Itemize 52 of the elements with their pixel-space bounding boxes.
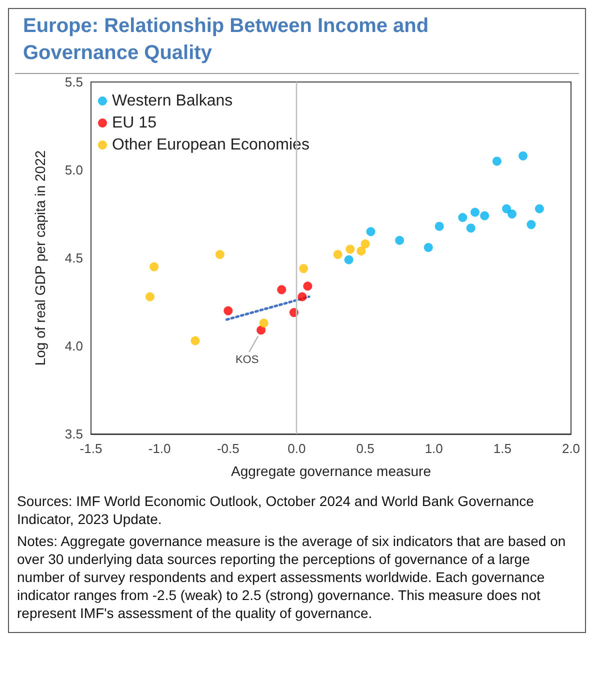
- y-tick-label: 5.5: [64, 74, 83, 90]
- x-tick-label: 0.0: [288, 441, 306, 456]
- x-tick-label: 1.5: [493, 441, 512, 456]
- point: [145, 292, 154, 302]
- legend-label: Other European Economies: [112, 136, 310, 154]
- point: [508, 210, 517, 218]
- legend-label: EU 15: [112, 114, 157, 132]
- x-tick-label: -1.5: [80, 441, 102, 456]
- x-tick-label: 0.5: [356, 441, 374, 456]
- point: [395, 236, 404, 245]
- point: [346, 244, 355, 254]
- x-axis-title: Aggregate governance measure: [230, 463, 432, 479]
- point: [259, 318, 268, 328]
- y-tick-label: 3.5: [64, 426, 83, 442]
- point: [424, 242, 433, 252]
- point: [215, 250, 224, 259]
- y-tick-label: 4.0: [64, 338, 83, 354]
- point: [526, 220, 536, 230]
- point: [466, 224, 476, 233]
- text: Notes: Aggregate governance measure is the average of six indicators that are based on over 30 underlying data sources reporting the perceptions of governance of a large number of survey respondents and expert assessments worldwide. Each governance indicator ranges from -2.5 (weak) to 2.5 (strong) governance. This measure does not represent IMF's assessment of the quality of governance.: [17, 532, 567, 622]
- point: [534, 204, 544, 214]
- point: [150, 262, 159, 272]
- point: [299, 264, 308, 274]
- point: [298, 292, 307, 302]
- x-tick-label: 1.0: [424, 441, 443, 456]
- point: [356, 246, 366, 256]
- y-axis-title: Log of real GDP per capita in 2022: [32, 150, 48, 366]
- point: [470, 208, 480, 217]
- point: [190, 336, 200, 346]
- legend-label: Western Balkans: [112, 92, 233, 110]
- annotation: KOS: [235, 354, 259, 366]
- point: [434, 222, 444, 231]
- y-tick-label: 5.0: [64, 162, 83, 178]
- chart-title: Europe: Relationship Between Income and Governance Quality: [23, 14, 430, 66]
- point: [224, 306, 233, 316]
- point: [256, 326, 266, 335]
- point: [502, 204, 512, 214]
- point: [366, 227, 376, 236]
- point: [344, 255, 354, 264]
- point: [518, 151, 528, 160]
- point: [458, 213, 468, 222]
- x-tick-label: 2.0: [562, 441, 580, 456]
- point: [360, 239, 370, 248]
- source-note: Sources: IMF World Economic Outlook, October 2024 and World Bank Governance Indicator, 2023 Update.: [17, 492, 535, 528]
- point: [303, 282, 312, 291]
- point: [277, 285, 286, 294]
- x-tick-label: -0.5: [216, 441, 240, 456]
- y-tick-label: 4.5: [64, 250, 83, 266]
- point: [333, 250, 342, 259]
- x-tick-label: -1.0: [148, 441, 171, 456]
- point: [492, 156, 502, 166]
- point: [480, 211, 490, 220]
